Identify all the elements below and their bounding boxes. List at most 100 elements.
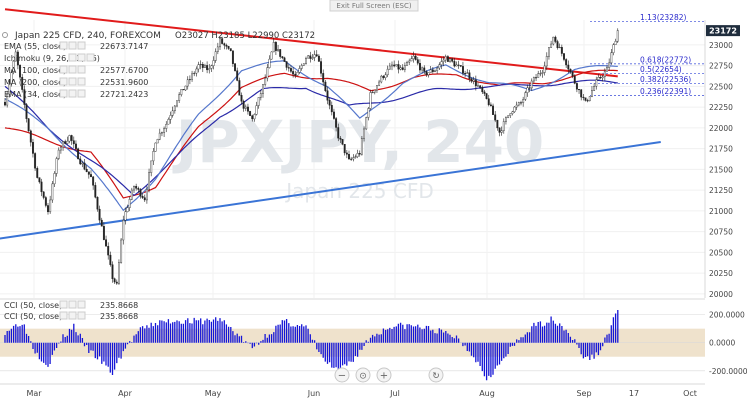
settings-icon[interactable] [68,41,77,50]
legend-row-ma100[interactable]: MA (100, close) 22577.6700 [4,65,148,75]
price-axis[interactable]: 20000 20250 20500 20750 21000 21250 21500 21750… [709,41,733,299]
candle-body [195,68,198,74]
eye-icon[interactable] [68,53,77,62]
candle-body [322,73,325,83]
price-tick-label: 22750 [709,62,733,71]
candle-body [412,55,415,59]
candle-body [410,58,413,62]
candle-body [6,93,9,106]
candle-body [307,55,310,59]
settings-icon[interactable] [68,77,77,86]
legend-row-ema34[interactable]: EMA (34, close) 22721.2423 [4,89,148,99]
eye-icon[interactable] [59,77,68,86]
candle-body [145,189,148,201]
eye-icon[interactable] [59,89,68,98]
legend-row-ichimoku[interactable]: Ichimoku (9, 26, 52, 26) [4,53,100,63]
candle-body [563,53,565,60]
price-tick-label: 22500 [709,82,733,91]
eye-icon[interactable] [59,311,68,320]
legend-value: 22577.6700 [100,66,148,75]
candle-body [206,65,209,71]
reset-zoom-button[interactable] [355,367,371,383]
exit-fullscreen-label: Exit Full Screen (ESC) [336,2,411,10]
trendline-resistance [4,8,618,78]
trendlines [0,8,661,240]
close-icon[interactable] [77,89,86,98]
zoom-in-icon: + [380,371,388,382]
candle-body [193,72,196,75]
price-tick-label: 22250 [709,103,733,112]
close-icon[interactable] [77,311,86,320]
close-icon[interactable] [77,41,86,50]
candle-body [137,188,140,190]
candle-body [44,197,47,206]
settings-icon[interactable] [68,89,77,98]
candle-body [79,158,82,165]
candle-body [485,93,488,99]
close-icon[interactable] [77,65,86,74]
price-tick-label: 21750 [709,145,733,154]
candle-body [292,71,295,75]
zoom-in-button[interactable] [376,367,392,383]
candle-body [457,64,460,66]
candle-body [90,174,92,178]
candle-body [21,77,24,90]
candle-body [369,92,372,109]
fib-label: 0.382(22536) [640,75,691,84]
candle-body [173,105,176,112]
candle-body [584,97,587,101]
candle-body [378,81,381,86]
legend-row-ema55[interactable]: EMA (55, close) 22673.7147 [4,41,148,51]
candle-body [350,158,353,160]
candle-body [360,138,363,155]
settings-icon[interactable] [68,300,77,309]
candle-body [453,61,456,67]
eye-icon[interactable] [59,65,68,74]
candle-body [19,64,21,78]
candle-body [552,36,555,45]
legend-row-ma200[interactable]: MA (200, close) 22531.9600 [4,77,148,87]
candle-body [244,106,247,109]
candle-body [421,67,424,71]
close-icon[interactable] [77,77,86,86]
eye-icon[interactable] [59,41,68,50]
hide-indicators-toggle[interactable] [2,32,8,38]
candle-body [246,106,249,112]
close-icon[interactable] [86,53,95,62]
close-icon[interactable] [77,300,86,309]
candle-body [595,79,598,87]
candle-body [526,87,529,93]
candle-body [111,264,114,279]
candle-body [513,106,516,113]
candle-body [201,64,204,68]
settings-icon[interactable] [68,65,77,74]
time-axis[interactable]: Mar Apr May Jun Jul Aug Sep 17 Oct [26,389,696,398]
candle-body [227,46,230,49]
refresh-button[interactable] [428,367,444,383]
settings-icon[interactable] [68,311,77,320]
candle-body [72,140,75,145]
candle-body [419,63,421,71]
candle-body [550,43,553,48]
candle-body [343,144,346,154]
zoom-out-button[interactable] [334,367,350,383]
candle-body [384,74,387,78]
candle-body [281,56,284,59]
candle-body [126,207,129,212]
candle-body [416,59,419,64]
eye-icon[interactable] [59,300,68,309]
candle-body [113,278,116,283]
candle-body [603,71,606,78]
candle-body [573,75,576,84]
exit-fullscreen-button[interactable] [329,0,419,12]
candle-body [593,86,596,91]
candle-body [440,61,443,65]
candle-body [186,79,189,87]
candle-body [219,38,221,48]
cci-legend-label: CCI (50, close) [4,301,62,310]
settings-icon[interactable] [77,53,86,62]
candle-body [434,70,436,72]
candle-body [479,85,482,88]
candle-body [468,72,471,79]
